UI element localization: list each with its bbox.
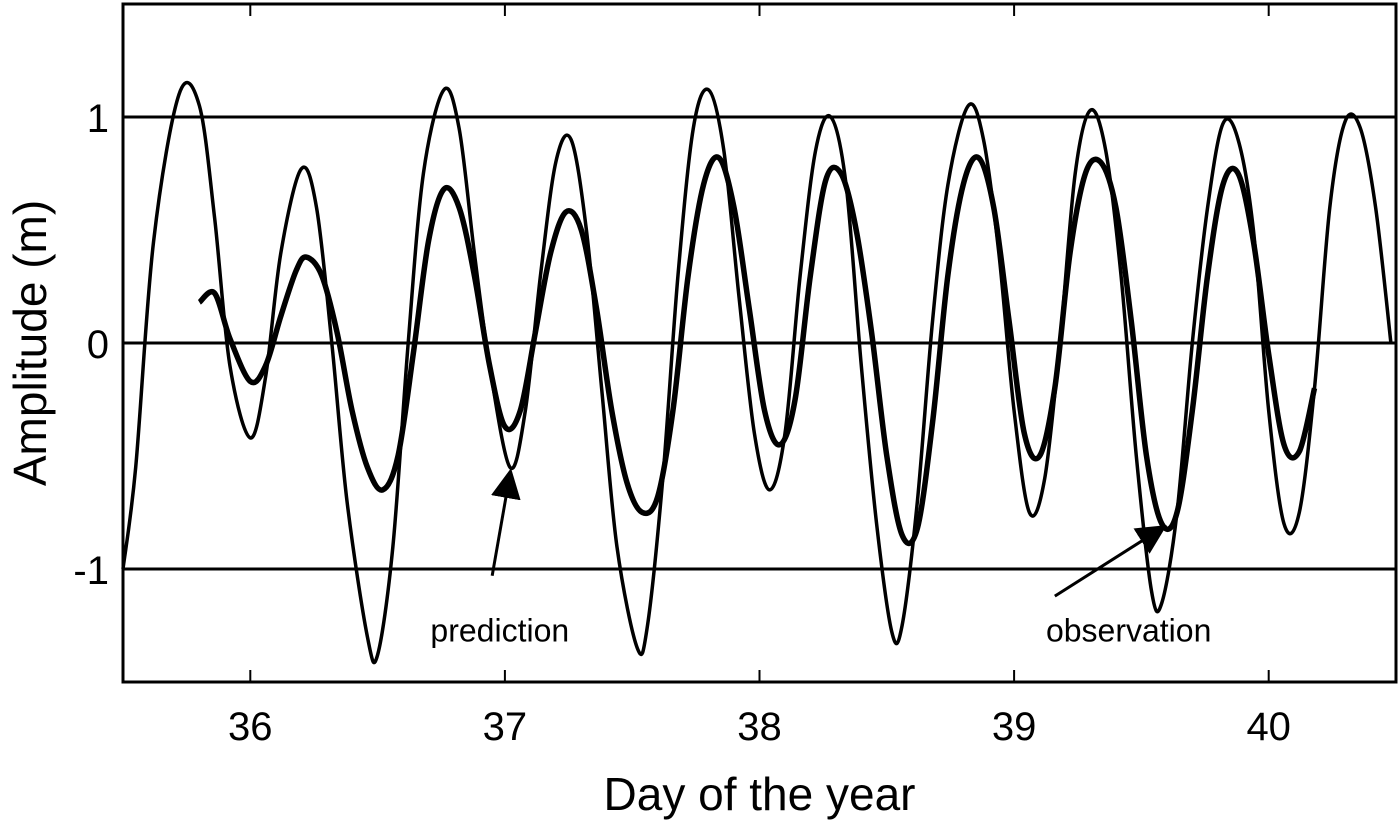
annotation-arrow <box>1054 525 1167 598</box>
annotation-arrow <box>490 468 521 577</box>
y-tick-label: -1 <box>73 549 109 593</box>
x-tick-label: 38 <box>737 705 782 749</box>
grid-lines <box>123 115 1396 571</box>
y-tick-label: 0 <box>87 323 109 367</box>
annotation-label: observation <box>1046 612 1211 648</box>
axis-ticks: 36 37 38 39 40 -1 0 1 <box>73 4 1291 749</box>
series-line-observation <box>121 80 1393 665</box>
x-tick-label: 40 <box>1246 705 1291 749</box>
x-tick-label: 39 <box>992 705 1037 749</box>
y-tick-label: 1 <box>87 97 109 141</box>
series-line-prediction <box>197 154 1318 547</box>
x-tick-label: 37 <box>483 705 528 749</box>
annotation-label: prediction <box>430 612 569 648</box>
annotations: prediction observation <box>430 468 1211 648</box>
y-axis-label: Amplitude (m) <box>4 200 56 486</box>
x-tick-label: 36 <box>228 705 273 749</box>
series-layer <box>121 80 1393 665</box>
x-axis-label: Day of the year <box>604 768 916 820</box>
